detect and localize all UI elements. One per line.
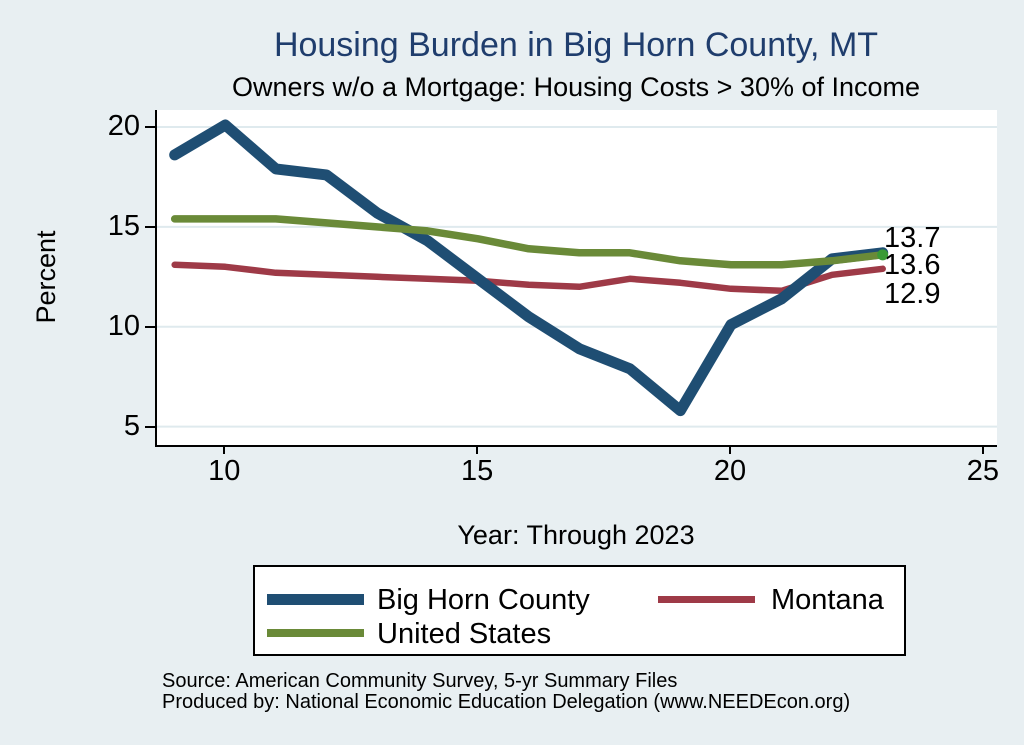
source-note: Source: American Community Survey, 5-yr … [162,670,678,692]
y-tick-label-10: 10 [107,309,140,342]
x-tick-10 [223,445,226,454]
x-tick-25 [981,445,984,454]
y-tick-5 [145,425,155,428]
legend-swatch-montana [658,596,755,603]
x-tick-20 [728,445,731,454]
end-value-label-13.7: 13.7 [884,222,941,254]
y-tick-label-15: 15 [107,209,140,242]
legend-label-big-horn-county: Big Horn County [377,584,590,616]
producer-note: Produced by: National Economic Education… [162,691,851,713]
series-line-united-states [170,215,887,269]
legend-label-united-states: United States [377,618,552,650]
chart-title: Housing Burden in Big Horn County, MT [273,26,879,64]
end-value-label-13.6: 13.6 [884,249,941,281]
legend-swatch-big-horn-county [267,594,364,605]
legend-swatch-united-states [267,629,364,637]
y-tick-20 [145,125,155,128]
x-tick-label-25: 25 [966,455,999,487]
y-tick-10 [145,325,155,328]
chart-subtitle: Owners w/o a Mortgage: Housing Costs > 3… [231,72,921,102]
plot-svg [157,119,997,428]
y-axis-title: Percent [31,230,61,324]
plot-area [155,110,997,447]
y-tick-label-5: 5 [123,409,140,442]
series-line-montana [171,261,886,295]
x-tick-label-20: 20 [713,455,747,487]
end-value-label-12.9: 12.9 [884,278,941,310]
x-tick-label-10: 10 [208,455,241,487]
legend-label-montana: Montana [771,584,884,616]
x-tick-15 [476,445,479,454]
x-tick-label-15: 15 [460,455,494,487]
y-tick-15 [145,225,155,228]
y-tick-label-20: 20 [107,109,140,142]
end-marker-united-states [877,249,889,261]
series-line-big-horn-county [169,119,889,417]
legend: Big Horn County Montana United States [253,565,906,656]
x-axis-title: Year: Through 2023 [457,520,695,550]
